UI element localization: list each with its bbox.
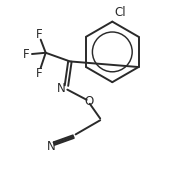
- Text: N: N: [47, 140, 55, 153]
- Text: F: F: [23, 48, 30, 61]
- Text: O: O: [84, 95, 93, 108]
- Text: F: F: [36, 28, 42, 41]
- Text: F: F: [36, 67, 42, 80]
- Text: Cl: Cl: [114, 6, 126, 19]
- Text: N: N: [57, 82, 66, 95]
